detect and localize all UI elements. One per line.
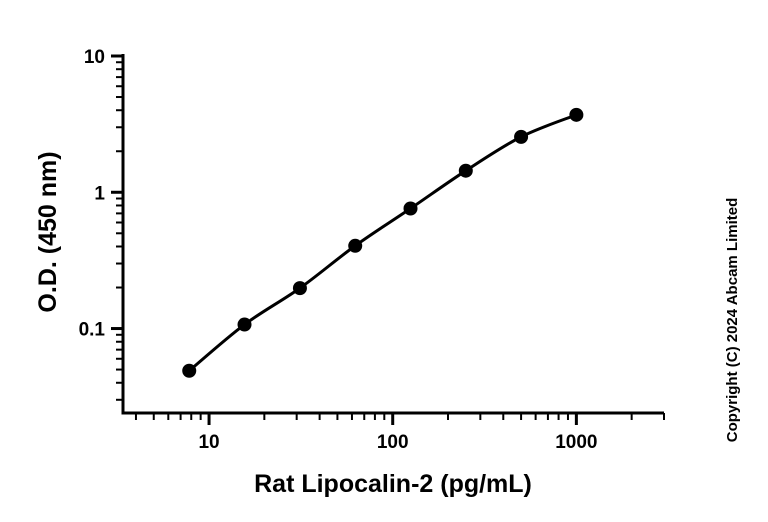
y-tick-label: 10 xyxy=(84,47,105,68)
x-tick-label: 10 xyxy=(198,432,219,453)
x-tick-label: 1000 xyxy=(555,432,597,453)
data-point xyxy=(403,201,418,216)
data-point xyxy=(348,238,363,253)
axes: 0.1 1 10 10 100 1000 xyxy=(79,47,665,453)
data-point xyxy=(458,163,473,178)
data-point xyxy=(569,107,584,122)
y-axis-label: O.D. (450 nm) xyxy=(34,151,62,312)
y-tick-label: 1 xyxy=(94,183,105,204)
data-point xyxy=(237,317,252,332)
x-tick-label: 100 xyxy=(377,432,409,453)
data-series xyxy=(182,107,584,378)
x-axis-label: Rat Lipocalin-2 (pg/mL) xyxy=(254,470,532,498)
data-point xyxy=(292,281,307,296)
fit-curve xyxy=(188,113,577,372)
y-tick-label: 0.1 xyxy=(79,320,106,341)
copyright-notice: Copyright (C) 2024 Abcam Limited xyxy=(724,198,741,442)
data-point xyxy=(514,129,529,144)
data-point xyxy=(182,363,197,378)
